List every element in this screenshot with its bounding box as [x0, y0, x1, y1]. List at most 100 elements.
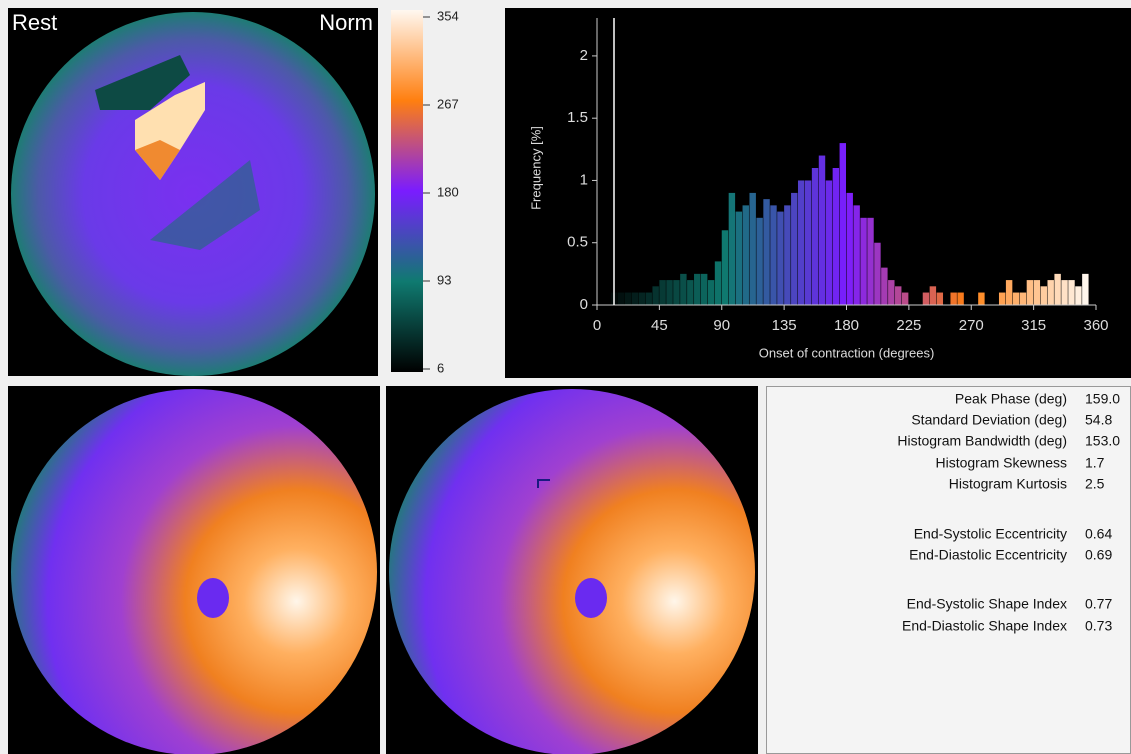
- stat-value: 0.77: [1085, 596, 1112, 612]
- map-label: Norm: [319, 10, 373, 35]
- bar: [1027, 280, 1033, 305]
- x-tick-label: 45: [651, 317, 668, 334]
- bar: [777, 212, 783, 305]
- bar: [1082, 274, 1088, 305]
- x-tick-label: 135: [772, 317, 797, 334]
- bar: [826, 180, 832, 305]
- bar: [895, 286, 901, 305]
- bar: [978, 293, 984, 305]
- bar: [819, 156, 825, 305]
- bar: [632, 293, 638, 305]
- bar: [736, 212, 742, 305]
- bar: [957, 293, 963, 305]
- bar: [867, 218, 873, 305]
- bar: [1061, 280, 1067, 305]
- stat-label: Histogram Kurtosis: [949, 476, 1067, 492]
- screen: Rest Norm 354267180936 04590135180225270…: [0, 0, 1131, 754]
- bar: [715, 261, 721, 305]
- bar: [930, 286, 936, 305]
- bar: [694, 274, 700, 305]
- polar-map: [389, 389, 755, 754]
- bar: [625, 293, 631, 305]
- x-tick-label: 360: [1083, 317, 1108, 334]
- y-axis-label: Frequency [%]: [528, 126, 543, 210]
- bar: [1034, 280, 1040, 305]
- x-tick-label: 0: [593, 317, 601, 334]
- stat-value: 1.7: [1085, 455, 1105, 471]
- page: Rest Norm 354267180936 04590135180225270…: [0, 0, 1131, 754]
- stat-value: 0.64: [1085, 526, 1112, 542]
- bar: [673, 280, 679, 305]
- colorbar: 354267180936: [391, 8, 459, 375]
- bar: [798, 180, 804, 305]
- bar: [618, 293, 624, 305]
- bar: [666, 280, 672, 305]
- colorbar-label: 93: [437, 272, 451, 287]
- bar: [1068, 280, 1074, 305]
- stat-value: 0.73: [1085, 618, 1112, 634]
- stat-label: End-Diastolic Eccentricity: [909, 547, 1067, 563]
- y-tick-label: 1: [580, 171, 588, 188]
- bar: [860, 218, 866, 305]
- bar: [722, 230, 728, 305]
- stat-label: End-Systolic Eccentricity: [914, 526, 1067, 542]
- region: [575, 578, 607, 618]
- bar: [950, 293, 956, 305]
- bar: [923, 293, 929, 305]
- bar: [1013, 293, 1019, 305]
- bar: [874, 243, 880, 305]
- bar: [1041, 286, 1047, 305]
- bar: [937, 293, 943, 305]
- stat-label: Standard Deviation (deg): [911, 412, 1067, 428]
- colorbar-label: 6: [437, 360, 444, 375]
- bar: [1054, 274, 1060, 305]
- colorbar-label: 354: [437, 8, 459, 23]
- stat-value: 0.69: [1085, 547, 1112, 563]
- bar: [881, 268, 887, 305]
- bar: [805, 180, 811, 305]
- bar: [1020, 293, 1026, 305]
- x-tick-label: 270: [959, 317, 984, 334]
- bar: [853, 205, 859, 305]
- x-tick-label: 225: [896, 317, 921, 334]
- stat-label: End-Systolic Shape Index: [907, 596, 1067, 612]
- bar: [749, 193, 755, 305]
- bar: [812, 168, 818, 305]
- stat-value: 54.8: [1085, 412, 1112, 428]
- bar: [840, 143, 846, 305]
- stat-value: 159.0: [1085, 391, 1120, 407]
- bar: [763, 199, 769, 305]
- map-label: Rest: [12, 10, 57, 35]
- bar: [847, 193, 853, 305]
- x-axis-label: Onset of contraction (degrees): [759, 345, 935, 360]
- bar: [1006, 280, 1012, 305]
- y-tick-label: 0.5: [567, 234, 588, 251]
- colorbar-bar: [391, 10, 423, 372]
- stat-label: End-Diastolic Shape Index: [902, 618, 1067, 634]
- bar: [639, 293, 645, 305]
- bar: [833, 168, 839, 305]
- polar-map: [11, 12, 375, 376]
- bar: [708, 280, 714, 305]
- bar: [646, 293, 652, 305]
- stat-value: 153.0: [1085, 433, 1120, 449]
- bar: [701, 274, 707, 305]
- bar: [902, 293, 908, 305]
- bar: [1075, 286, 1081, 305]
- polar-map: [11, 389, 377, 754]
- y-tick-label: 0: [580, 296, 588, 313]
- x-tick-label: 90: [713, 317, 730, 334]
- y-tick-label: 1.5: [567, 109, 588, 126]
- bar: [784, 205, 790, 305]
- bar: [888, 280, 894, 305]
- stat-label: Peak Phase (deg): [955, 391, 1067, 407]
- bar: [756, 218, 762, 305]
- x-tick-label: 315: [1021, 317, 1046, 334]
- x-tick-label: 180: [834, 317, 859, 334]
- bar: [791, 193, 797, 305]
- bar: [659, 280, 665, 305]
- bar: [743, 205, 749, 305]
- bar: [999, 293, 1005, 305]
- stat-label: Histogram Skewness: [936, 455, 1068, 471]
- bar: [652, 286, 658, 305]
